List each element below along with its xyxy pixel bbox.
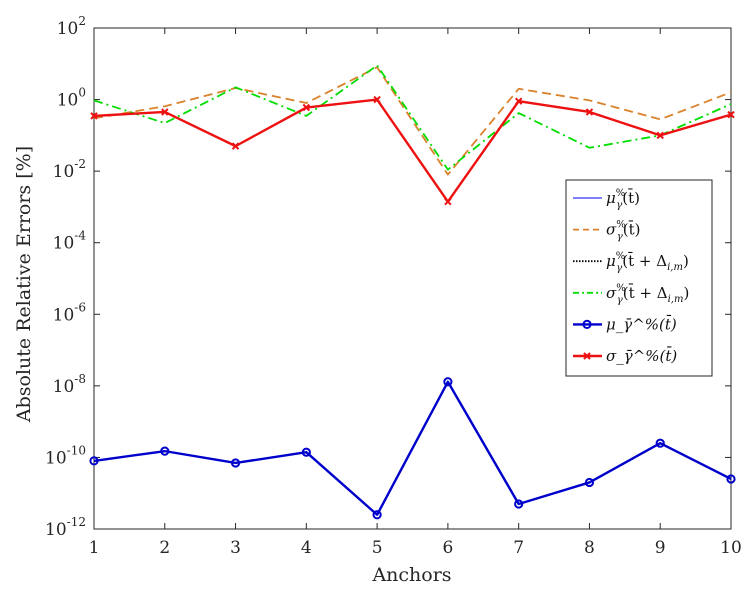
y-tick-base: 10 bbox=[53, 234, 75, 254]
data-point-mu-bar bbox=[655, 438, 665, 448]
x-tick-label: 3 bbox=[230, 538, 241, 558]
y-tick-label: 102 bbox=[57, 14, 86, 39]
y-tick-base: 10 bbox=[57, 91, 79, 111]
data-point-sigma-bar bbox=[656, 131, 664, 140]
data-point-mu-bar bbox=[584, 477, 595, 488]
data-point-mu-bar bbox=[160, 446, 170, 456]
y-tick-exponent: -6 bbox=[74, 300, 86, 314]
y-tick-label: 10-6 bbox=[53, 300, 86, 325]
data-point-sigma-bar bbox=[302, 103, 311, 112]
legend-label-sigma-delta: σ% γ(t̄ + Δi,m) bbox=[606, 283, 689, 306]
data-point-sigma-bar bbox=[585, 108, 594, 116]
plot-box bbox=[93, 27, 732, 530]
y-tick-base: 10 bbox=[45, 448, 67, 468]
x-tick-label: 6 bbox=[442, 538, 453, 558]
data-point-sigma-bar bbox=[231, 142, 240, 150]
x-tick-label: 4 bbox=[301, 538, 312, 558]
legend: μ% γ(t̄) σ% γ(t̄) μ% γ(t̄ + Δi,m) σ% γ(t̄ + Δi,… bbox=[565, 179, 713, 377]
data-point-sigma-bar bbox=[373, 95, 381, 104]
data-point-sigma-bar bbox=[90, 112, 98, 120]
data-point-sigma-bar bbox=[161, 108, 169, 116]
y-tick-base: 10 bbox=[57, 19, 79, 39]
x-tick-label: 8 bbox=[584, 538, 595, 558]
legend-marker-mu-bar bbox=[582, 319, 592, 329]
series-line-sigma-bar bbox=[93, 98, 732, 203]
series-line-sigma-delta bbox=[93, 64, 732, 171]
x-tick-label: 5 bbox=[372, 538, 383, 558]
y-tick-label: 10-8 bbox=[53, 372, 86, 397]
series-layer bbox=[89, 64, 736, 520]
x-tick-label: 1 bbox=[89, 538, 100, 558]
legend-label-sigma-bar: σ_γ̄^%(t̄) bbox=[606, 347, 677, 365]
y-tick-base: 10 bbox=[53, 305, 75, 325]
data-point-mu-bar bbox=[443, 377, 453, 387]
y-tick-exponent: -10 bbox=[67, 443, 86, 457]
legend-box bbox=[565, 179, 713, 377]
data-point-mu-bar bbox=[301, 447, 311, 457]
x-tick-label: 7 bbox=[513, 538, 524, 558]
y-tick-exponent: -8 bbox=[74, 372, 86, 386]
legend-marker-sigma-bar bbox=[583, 352, 591, 360]
data-point-sigma-bar bbox=[444, 197, 452, 206]
y-tick-label: 10-12 bbox=[45, 515, 86, 540]
y-tick-exponent: 2 bbox=[78, 14, 86, 28]
data-point-mu-bar bbox=[514, 499, 524, 509]
x-axis-title: Anchors bbox=[371, 564, 451, 586]
y-axis-title: Absolute Relative Errors [%] bbox=[13, 146, 35, 423]
y-tick-label: 10-2 bbox=[53, 157, 86, 182]
data-point-mu-bar bbox=[372, 510, 382, 520]
data-point-mu-bar bbox=[89, 456, 99, 466]
data-point-sigma-bar bbox=[727, 110, 735, 119]
y-tick-exponent: 0 bbox=[78, 86, 86, 100]
plot-frame bbox=[93, 27, 732, 530]
y-tick-base: 10 bbox=[45, 520, 67, 540]
y-tick-exponent: -12 bbox=[67, 515, 86, 529]
data-point-mu-bar bbox=[726, 474, 736, 484]
x-tick-label: 2 bbox=[159, 538, 170, 558]
axis-ticks: 1 2 3 4 5 6 7 8 9 1010-1210-1010-810-610-410-2100… bbox=[45, 14, 742, 558]
series-line-mu-bar bbox=[93, 380, 732, 516]
x-tick-label: 10 bbox=[720, 538, 742, 558]
y-tick-base: 10 bbox=[53, 377, 75, 397]
data-point-sigma-bar bbox=[514, 97, 523, 105]
data-point-mu-bar bbox=[230, 458, 241, 468]
y-tick-exponent: -4 bbox=[74, 229, 86, 243]
legend-label-sigma: σ% γ(t̄) bbox=[606, 220, 640, 243]
y-tick-label: 100 bbox=[57, 86, 86, 111]
y-tick-label: 10-10 bbox=[45, 443, 86, 468]
series-line-sigma bbox=[93, 66, 732, 176]
y-tick-base: 10 bbox=[53, 162, 75, 182]
legend-label-mu-delta: μ% γ(t̄ + Δi,m) bbox=[606, 251, 689, 274]
y-tick-exponent: -2 bbox=[74, 157, 86, 171]
x-tick-label: 9 bbox=[655, 538, 666, 558]
y-tick-label: 10-4 bbox=[53, 229, 87, 254]
legend-label-mu: μ% γ(t̄) bbox=[606, 188, 640, 211]
legend-label-mu-bar: μ_γ̄^%(t̄) bbox=[606, 315, 677, 333]
